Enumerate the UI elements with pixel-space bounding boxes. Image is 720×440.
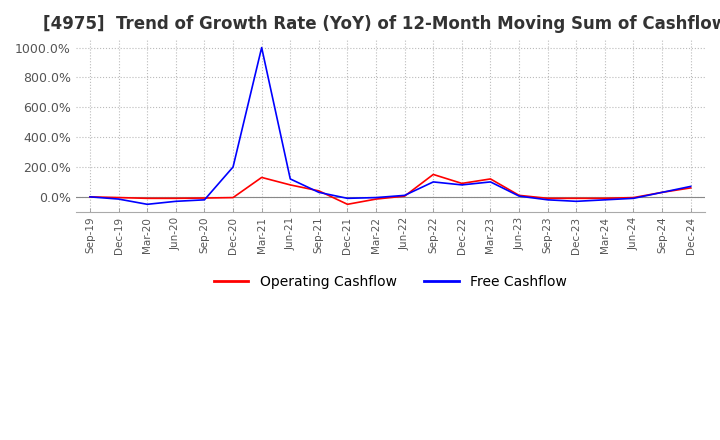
Legend: Operating Cashflow, Free Cashflow: Operating Cashflow, Free Cashflow [208, 269, 572, 294]
Free Cashflow [686, 184, 695, 189]
Free Cashflow [600, 197, 609, 202]
Free Cashflow [315, 190, 323, 195]
Free Cashflow [572, 199, 580, 204]
Free Cashflow [257, 45, 266, 50]
Operating Cashflow [143, 196, 152, 201]
Operating Cashflow [171, 196, 180, 201]
Free Cashflow [372, 195, 380, 200]
Free Cashflow [400, 193, 409, 198]
Free Cashflow [200, 197, 209, 202]
Operating Cashflow [600, 196, 609, 201]
Operating Cashflow [686, 185, 695, 191]
Operating Cashflow [343, 202, 352, 207]
Operating Cashflow [572, 196, 580, 201]
Operating Cashflow [515, 193, 523, 198]
Free Cashflow [343, 196, 352, 201]
Operating Cashflow [229, 195, 238, 200]
Free Cashflow [658, 190, 667, 195]
Free Cashflow [629, 196, 638, 201]
Free Cashflow [486, 179, 495, 184]
Free Cashflow [429, 179, 438, 184]
Operating Cashflow [257, 175, 266, 180]
Line: Free Cashflow: Free Cashflow [90, 48, 690, 204]
Operating Cashflow [400, 194, 409, 199]
Operating Cashflow [658, 190, 667, 195]
Operating Cashflow [315, 188, 323, 194]
Operating Cashflow [286, 182, 294, 187]
Title: [4975]  Trend of Growth Rate (YoY) of 12-Month Moving Sum of Cashflows: [4975] Trend of Growth Rate (YoY) of 12-… [43, 15, 720, 33]
Operating Cashflow [629, 195, 638, 200]
Operating Cashflow [200, 195, 209, 201]
Free Cashflow [143, 202, 152, 207]
Free Cashflow [515, 194, 523, 199]
Operating Cashflow [544, 196, 552, 201]
Free Cashflow [457, 182, 466, 187]
Free Cashflow [114, 196, 123, 202]
Operating Cashflow [86, 194, 94, 199]
Operating Cashflow [372, 196, 380, 202]
Free Cashflow [171, 199, 180, 204]
Free Cashflow [544, 197, 552, 202]
Operating Cashflow [114, 195, 123, 200]
Operating Cashflow [457, 181, 466, 186]
Free Cashflow [86, 194, 94, 199]
Operating Cashflow [429, 172, 438, 177]
Operating Cashflow [486, 176, 495, 182]
Free Cashflow [229, 165, 238, 170]
Line: Operating Cashflow: Operating Cashflow [90, 174, 690, 204]
Free Cashflow [286, 176, 294, 182]
